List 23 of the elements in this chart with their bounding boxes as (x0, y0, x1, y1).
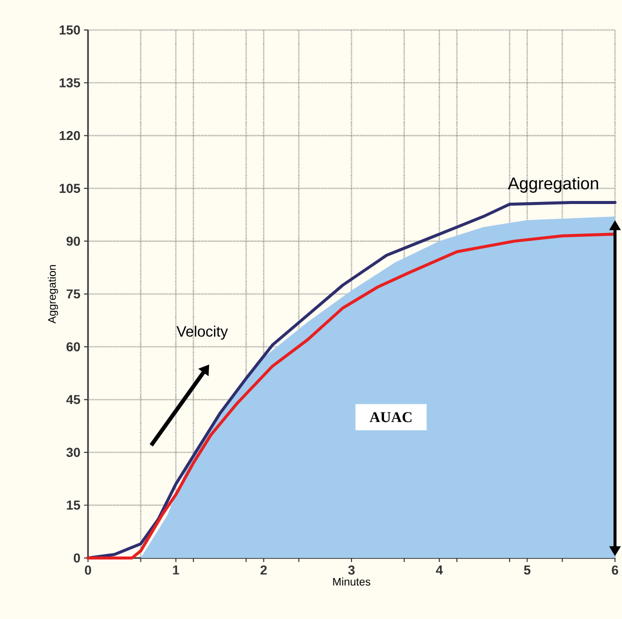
y-tick-label: 150 (60, 25, 80, 35)
x-tick-label: 1 (173, 566, 180, 574)
x-tick-label: 6 (612, 566, 618, 575)
y-axis-title: Aggregation (48, 265, 58, 324)
y-tick-label: 105 (60, 184, 80, 193)
annotation: AUAC (370, 412, 412, 422)
x-tick-label: 4 (436, 566, 443, 574)
annotation: Aggregation (508, 176, 598, 193)
x-tick-label: 0 (84, 566, 92, 575)
y-tick-label: 75 (66, 289, 80, 298)
y-tick-label: 90 (66, 236, 80, 246)
y-tick-label: 15 (66, 500, 80, 510)
x-tick-label: 2 (260, 566, 267, 575)
y-tick-label: 45 (66, 395, 80, 404)
y-tick-label: 30 (66, 448, 80, 457)
x-tick-label: 3 (348, 566, 355, 575)
y-tick-label: 60 (66, 342, 80, 352)
y-tick-label: 120 (60, 130, 80, 140)
annotation: Velocity (176, 326, 228, 340)
y-tick-label: 0 (74, 553, 80, 563)
x-axis-title: Minutes (333, 578, 370, 586)
x-tick-label: 5 (524, 566, 530, 575)
y-tick-label: 135 (60, 78, 80, 88)
